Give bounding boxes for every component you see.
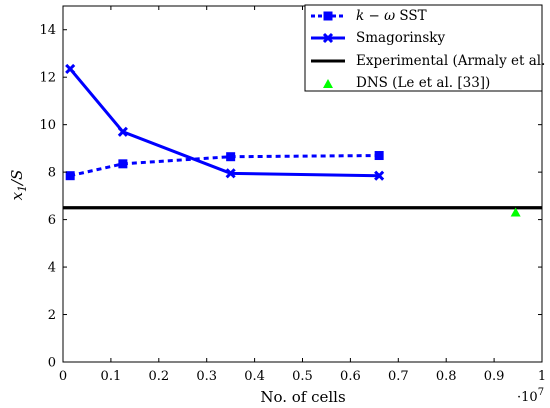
y-tick-label: 0 [48, 356, 56, 371]
svg-text:DNS (Le et al. [33]): DNS (Le et al. [33]) [356, 75, 490, 91]
legend-entry-kw-sst: k − ω SST [311, 8, 427, 24]
y-tick-label: 6 [48, 213, 56, 228]
kw-sst-point [118, 159, 128, 169]
svg-text:Smagorinsky: Smagorinsky [356, 30, 445, 46]
legend: k − ω SST Smagorinsky Experimental (Arma… [304, 4, 550, 92]
x-tick-label: 0.8 [436, 369, 457, 384]
series-0-line [69, 154, 380, 178]
smagorinsky-point [117, 126, 128, 137]
kw-sst-point [374, 151, 384, 161]
y-tick-label: 14 [39, 23, 56, 38]
dns-point [510, 207, 521, 217]
x-tick-label: 0.3 [196, 369, 217, 384]
x-tick-label: 0.7 [388, 369, 409, 384]
y-tick-label: 10 [39, 118, 56, 133]
svg-text:Experimental (Armaly et al. [2: Experimental (Armaly et al. [29]) [356, 53, 550, 69]
y-tick-label: 12 [39, 71, 56, 86]
y-tick-label: 2 [48, 308, 56, 323]
legend-entry-smagorinsky: Smagorinsky [311, 30, 445, 46]
x-tick-label: 0.9 [484, 369, 505, 384]
x-tick-label: 0.1 [101, 369, 122, 384]
smagorinsky-point [65, 63, 76, 74]
svg-text:·107: ·107 [517, 387, 544, 405]
x-axis-multiplier: ·107 [517, 387, 544, 405]
y-tick-label: 4 [48, 261, 56, 276]
svg-text:x1/S: x1/S [8, 170, 29, 201]
y-axis-label: x1/S [8, 170, 29, 201]
x-tick-label: 0.6 [340, 369, 361, 384]
x-tick-label: 0 [59, 369, 67, 384]
series-1-line [69, 67, 380, 178]
plot-area [63, 63, 542, 217]
x-tick-label: 0.5 [292, 369, 313, 384]
smagorinsky-point [225, 168, 236, 179]
legend-entry-dns: DNS (Le et al. [33]) [323, 75, 490, 91]
x-tick-label: 0.4 [244, 369, 265, 384]
kw-sst-point [226, 152, 236, 162]
legend-entry-experimental: Experimental (Armaly et al. [29]) [311, 53, 550, 69]
svg-text:k − ω SST: k − ω SST [356, 8, 427, 24]
x-tick-label: 1 [538, 369, 546, 384]
kw-sst-point [65, 171, 75, 181]
x-tick-label: 0.2 [148, 369, 169, 384]
y-tick-label: 8 [48, 166, 56, 181]
smagorinsky-point [374, 170, 385, 181]
x-axis-label: No. of cells [260, 388, 345, 406]
